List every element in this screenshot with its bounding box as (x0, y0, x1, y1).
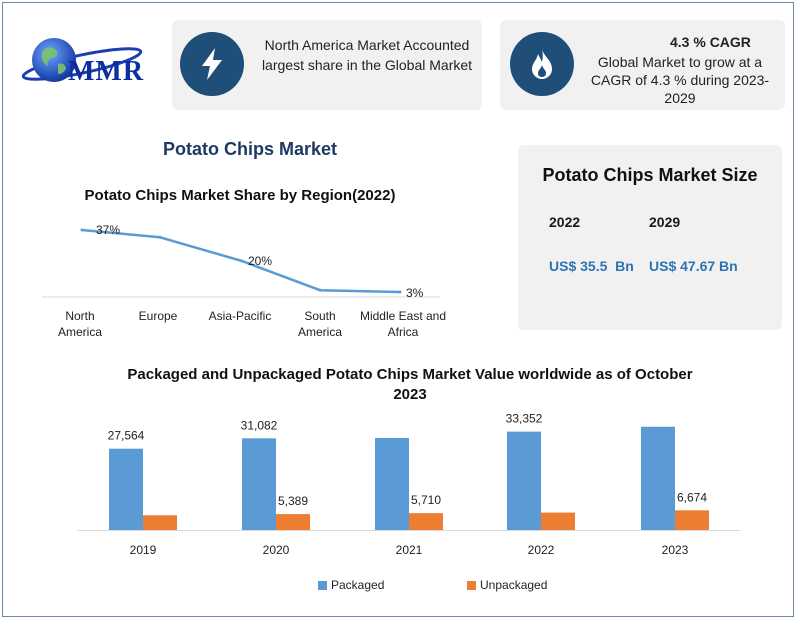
region-data-label-north-america: 37% (96, 223, 120, 237)
bar-label-unpackaged-2021: 5,710 (411, 493, 441, 507)
legend-unpackaged-label: Unpackaged (480, 578, 548, 592)
bar-packaged-2022 (507, 431, 541, 530)
region-point-asia-pacific (240, 259, 244, 263)
region-tick-south-america: South America (297, 309, 342, 339)
cagr-text: Global Market to grow at a CAGR of 4.3 %… (590, 54, 770, 106)
legend-unpackaged-swatch (467, 581, 476, 590)
year-tick-2022: 2022 (527, 543, 555, 557)
bar-packaged-2021 (375, 437, 409, 530)
bar-unpackaged-2019 (143, 515, 177, 530)
legend-packaged-swatch (318, 581, 327, 590)
market-size-panel: Potato Chips Market Size 2022 2029 US$ 3… (518, 145, 782, 330)
logo-text: MMR (68, 56, 145, 87)
size-year-2029: 2029 (649, 214, 681, 230)
bar-label-packaged-2022: 33,352 (506, 412, 543, 426)
region-info-card: North America Market Accounted largest s… (172, 20, 482, 110)
year-tick-2021: 2021 (395, 543, 423, 557)
bar-unpackaged-2021 (409, 513, 443, 530)
region-data-label-middle-east-and-africa: 3% (406, 286, 424, 300)
market-title: Potato Chips Market (162, 139, 338, 159)
region-point-europe (158, 235, 162, 239)
region-point-south-america (318, 288, 322, 292)
market-size-title: Potato Chips Market Size (542, 165, 758, 185)
bar-unpackaged-2020 (276, 514, 310, 530)
bar-label-packaged-2020: 31,082 (241, 418, 278, 432)
bar-unpackaged-2022 (541, 512, 575, 530)
region-share-line-chart: 37% 20% 3% (42, 223, 440, 300)
region-tick-north-america: North America (57, 309, 102, 339)
legend-packaged-label: Packaged (331, 578, 385, 592)
bar-packaged-2023 (641, 426, 675, 530)
size-year-2022: 2022 (549, 214, 581, 230)
year-tick-2020: 2020 (262, 543, 290, 557)
year-tick-2023: 2023 (661, 543, 689, 557)
bar-unpackaged-2023 (675, 510, 709, 530)
region-tick-middle-east-and-africa: Middle East and Africa (359, 309, 447, 339)
bar-label-unpackaged-2020: 5,389 (278, 494, 308, 508)
bar-label-packaged-2019: 27,564 (108, 429, 145, 443)
mmr-logo (21, 38, 143, 82)
bar-label-unpackaged-2023: 6,674 (677, 490, 707, 504)
value-bar-chart: 27,564 31,082 5,389 5,710 33,352 6,674 (77, 412, 740, 531)
year-tick-2019: 2019 (129, 543, 157, 557)
region-point-middle-east-and-africa (398, 290, 402, 294)
region-info-text: North America Market Accounted largest s… (261, 37, 473, 73)
lightning-bolt-icon (180, 32, 244, 96)
cagr-heading: 4.3 % CAGR (670, 34, 751, 50)
size-value-2022: US$ 35.5 Bn (549, 258, 634, 274)
region-chart-title: Potato Chips Market Share by Region(2022… (84, 187, 396, 204)
value-chart-title: Packaged and Unpackaged Potato Chips Mar… (127, 366, 693, 403)
bar-packaged-2019 (109, 448, 143, 530)
flame-icon (510, 32, 574, 96)
region-tick-europe: Europe (138, 309, 178, 323)
region-point-north-america (80, 228, 84, 232)
bar-packaged-2020 (242, 438, 276, 530)
size-value-2029: US$ 47.67 Bn (649, 258, 738, 274)
cagr-info-card: 4.3 % CAGR Global Market to grow at a CA… (500, 20, 785, 110)
region-tick-asia-pacific: Asia-Pacific (208, 309, 272, 323)
region-data-label-asia-pacific: 20% (248, 254, 272, 268)
